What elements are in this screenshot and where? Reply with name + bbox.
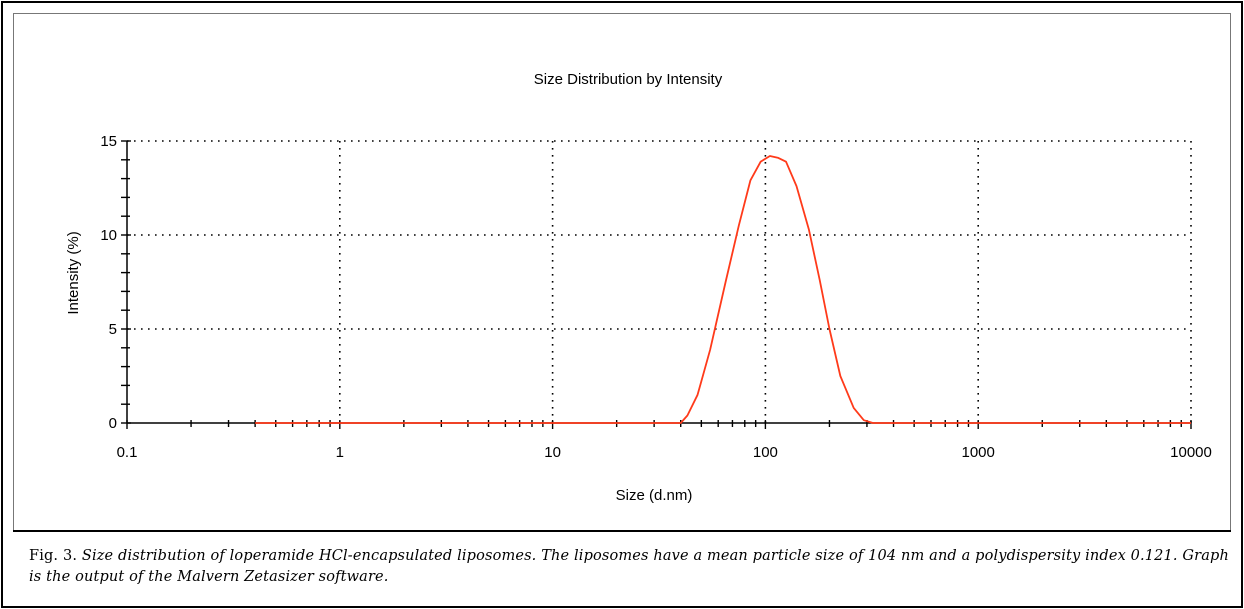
y-tick-label: 15 [100, 133, 117, 150]
caption-text: Size distribution of loperamide HCl-enca… [29, 548, 1229, 585]
y-tick-label: 0 [109, 415, 117, 432]
chart-panel [13, 13, 1231, 531]
x-tick-label: 10000 [1170, 444, 1212, 461]
axes [126, 141, 1191, 424]
figure-caption: Fig. 3. Size distribution of loperamide … [29, 546, 1229, 588]
x-tick-label: 1000 [962, 444, 995, 461]
grid-lines [127, 140, 1192, 423]
x-tick-label: 1 [336, 444, 344, 461]
chart-title: Size Distribution by Intensity [534, 71, 723, 88]
size-distribution-chart: Size Distribution by Intensity Intensity… [65, 71, 1212, 504]
y-tick-label: 5 [109, 321, 117, 338]
x-tick-label: 100 [753, 444, 778, 461]
series-line-1 [255, 155, 1191, 424]
x-axis-label: Size (d.nm) [616, 487, 693, 504]
caption-label: Fig. 3. [29, 548, 78, 564]
x-tick-label: 0.1 [117, 444, 138, 461]
caption-divider [13, 530, 1231, 532]
tick-marks [121, 140, 1192, 429]
series-group [255, 155, 1192, 424]
tick-labels: 0 5 10 15 0.1 1 10 100 1000 10000 [100, 133, 1212, 461]
x-tick-label: 10 [544, 444, 561, 461]
y-tick-label: 10 [100, 227, 117, 244]
y-axis-label: Intensity (%) [65, 231, 82, 314]
